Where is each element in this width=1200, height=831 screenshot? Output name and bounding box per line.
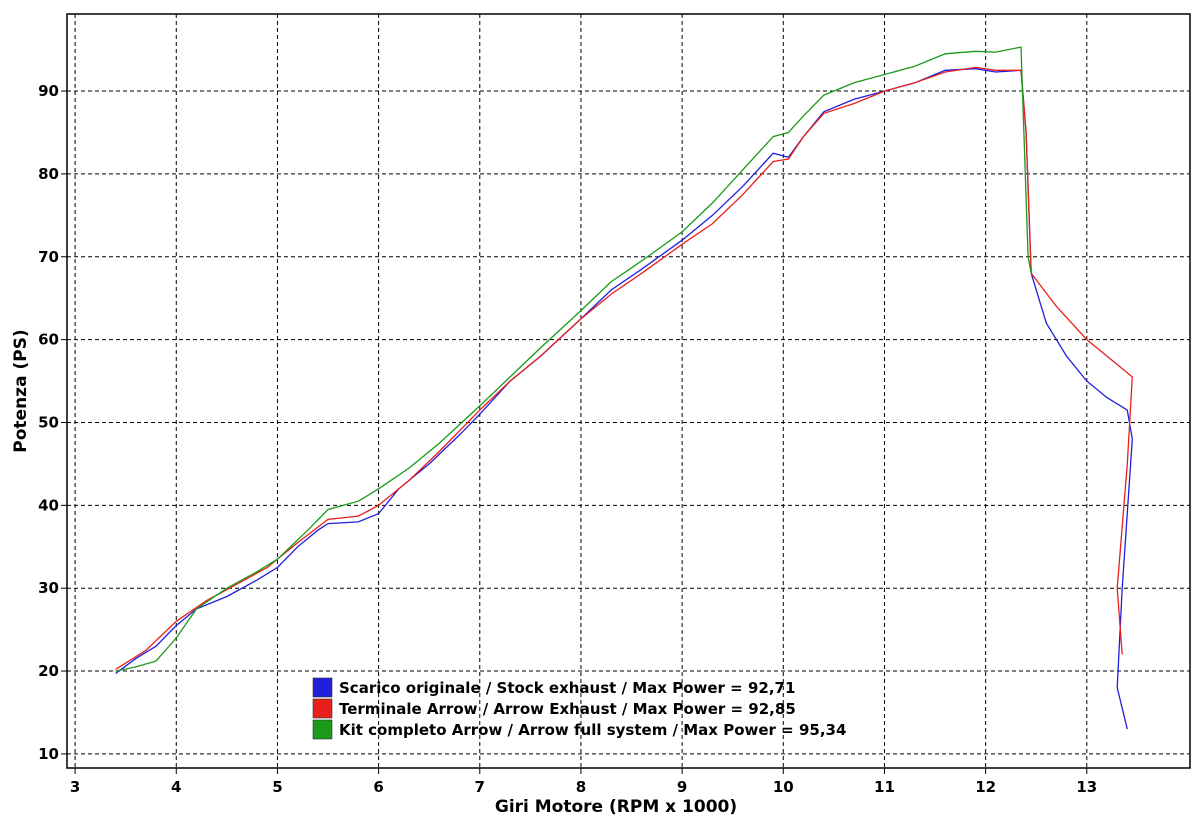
plot-border — [66, 13, 1191, 769]
legend-swatch — [312, 677, 333, 698]
series-line — [115, 68, 1133, 730]
legend-label: Kit completo Arrow / Arrow full system /… — [339, 721, 846, 739]
x-tick-label: 12 — [975, 778, 996, 796]
y-tick-label: 10 — [38, 745, 59, 763]
y-tick-label: 20 — [38, 662, 59, 680]
x-tick-label: 4 — [171, 778, 181, 796]
y-tick-label: 50 — [38, 413, 59, 431]
legend-swatch — [312, 698, 333, 719]
x-tick-label: 9 — [677, 778, 687, 796]
series-line — [115, 46, 1032, 672]
x-axis-label: Giri Motore (RPM x 1000) — [495, 797, 737, 817]
x-tick-label: 13 — [1076, 778, 1097, 796]
x-tick-label: 3 — [70, 778, 80, 796]
x-tick-label: 8 — [576, 778, 586, 796]
y-tick-label: 90 — [38, 82, 59, 100]
series-line — [115, 66, 1133, 670]
x-tick-label: 11 — [874, 778, 895, 796]
y-tick-label: 80 — [38, 165, 59, 183]
x-tick-label: 10 — [773, 778, 794, 796]
x-tick-label: 7 — [475, 778, 485, 796]
y-tick-label: 60 — [38, 331, 59, 349]
x-tick-label: 6 — [373, 778, 383, 796]
legend-swatch — [312, 719, 333, 740]
legend-label: Scarico originale / Stock exhaust / Max … — [339, 679, 795, 697]
y-tick-label: 40 — [38, 496, 59, 514]
y-tick-label: 30 — [38, 579, 59, 597]
y-tick-label: 70 — [38, 248, 59, 266]
x-tick-label: 5 — [272, 778, 282, 796]
legend-label: Terminale Arrow / Arrow Exhaust / Max Po… — [339, 700, 796, 718]
y-axis-label: Potenza (PS) — [11, 329, 31, 452]
